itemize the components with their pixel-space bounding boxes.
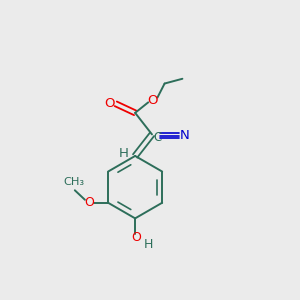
Text: N: N xyxy=(180,129,190,142)
Text: H: H xyxy=(118,147,128,160)
Text: C: C xyxy=(153,131,161,145)
Text: O: O xyxy=(104,97,115,110)
Text: O: O xyxy=(132,231,142,244)
Text: O: O xyxy=(147,94,158,107)
Text: H: H xyxy=(144,238,153,251)
Text: O: O xyxy=(85,196,94,209)
Text: CH₃: CH₃ xyxy=(64,177,85,187)
